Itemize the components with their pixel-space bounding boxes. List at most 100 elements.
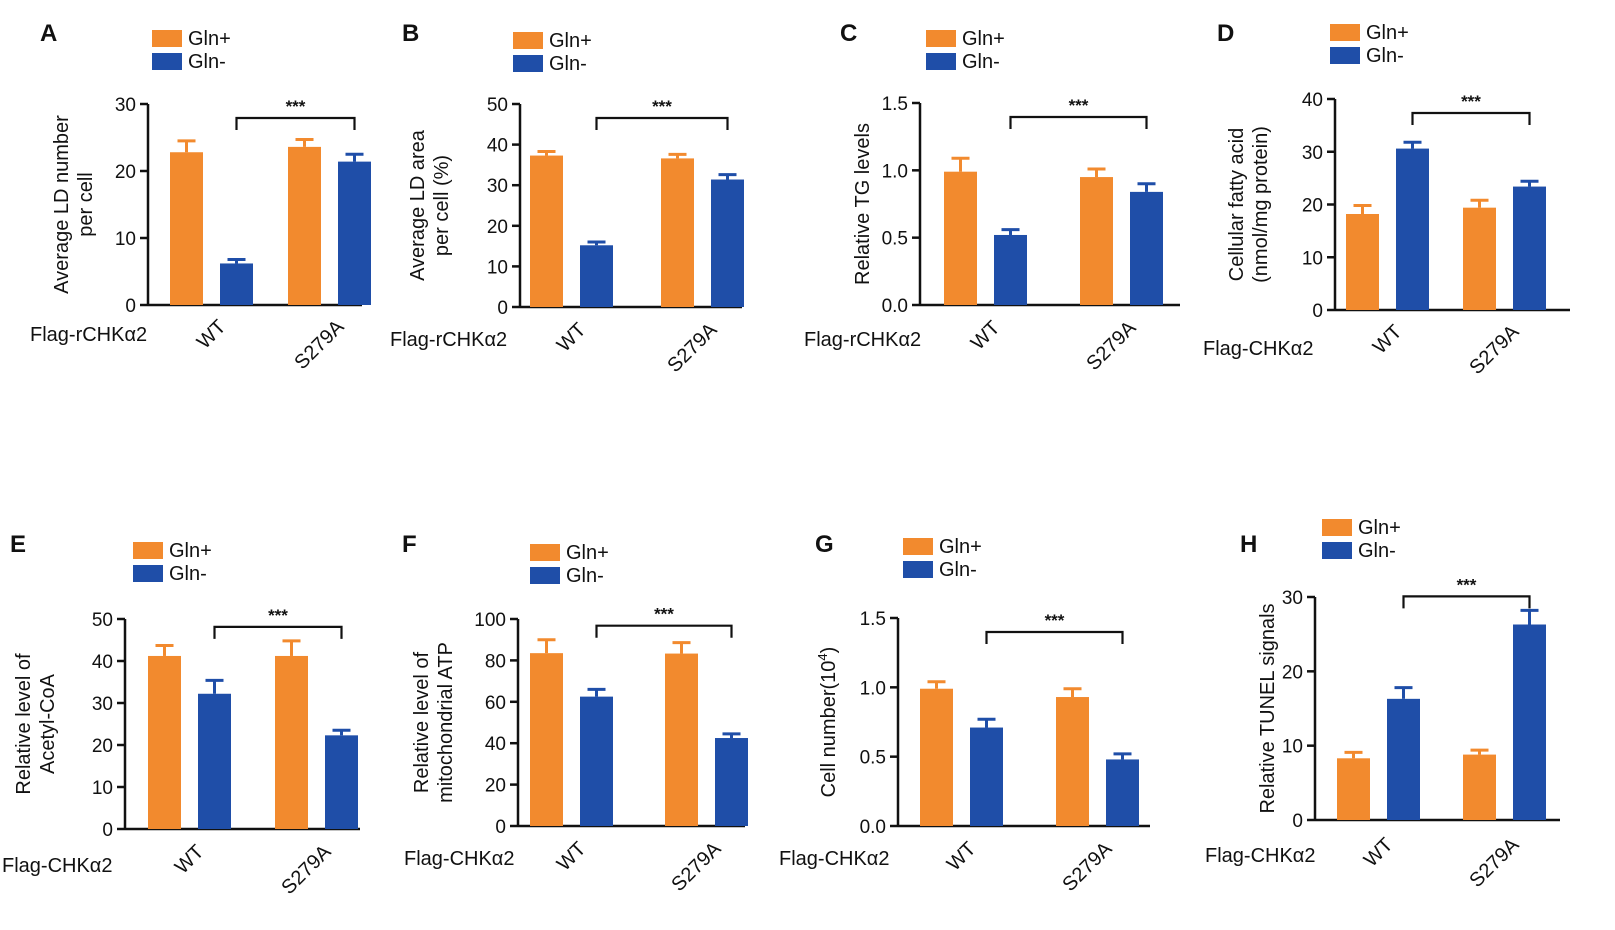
x-category-label: S279A	[1465, 320, 1523, 378]
x-category-label: WT	[1360, 834, 1398, 872]
y-tick-label: 10	[92, 778, 113, 799]
y-tick-label: 0	[125, 296, 136, 317]
legend-label-gln-minus: Gln-	[1358, 540, 1396, 562]
y-tick-label: 0.5	[882, 229, 908, 250]
y-tick-label: 30	[115, 95, 136, 116]
significance-label: ***	[1069, 96, 1089, 115]
x-category-label: S279A	[290, 315, 348, 373]
y-axis-label: Average LD number	[51, 115, 73, 294]
legend: Gln+Gln-	[1330, 22, 1409, 67]
y-tick-label: 40	[485, 734, 506, 755]
bar-gln-plus-s279a	[665, 653, 698, 826]
y-axis-label: Relative TUNEL signals	[1257, 603, 1279, 813]
panel-letter: E	[10, 531, 26, 558]
significance-label: ***	[268, 606, 288, 625]
y-axis-label: Acetyl-CoA	[37, 673, 59, 774]
significance-label: ***	[1461, 92, 1481, 111]
significance-bracket	[1009, 115, 1148, 129]
bar-gln-minus-s279a	[1513, 624, 1546, 820]
bar-gln-minus-wt	[220, 263, 253, 305]
legend-label-gln-plus: Gln+	[566, 542, 609, 564]
x-category-label: WT	[171, 841, 209, 879]
panel-a: A Gln+Gln- 0 10 20 30 Average LD number per cel…	[30, 20, 371, 374]
y-tick-label: 30	[1302, 143, 1323, 164]
legend-label-gln-plus: Gln+	[962, 28, 1005, 50]
bar-gln-plus-s279a	[1080, 177, 1113, 305]
y-tick-label: 0.0	[882, 296, 908, 317]
legend-label-gln-plus: Gln+	[549, 30, 592, 52]
bar-gln-minus-wt	[580, 696, 613, 826]
y-tick-label: 20	[115, 162, 136, 183]
y-tick-label: 60	[485, 693, 506, 714]
y-tick-label: 40	[487, 136, 508, 157]
x-category-label: WT	[553, 319, 591, 357]
y-tick-label: 0	[1292, 811, 1303, 832]
significance-bracket	[1402, 595, 1531, 609]
legend-swatch-gln-plus	[903, 538, 933, 555]
y-tick-label: 10	[487, 257, 508, 278]
significance-bracket	[1411, 111, 1531, 125]
significance-bracket	[595, 116, 729, 130]
panel-letter: D	[1217, 20, 1234, 47]
bar-gln-plus-s279a	[275, 655, 308, 829]
legend-swatch-gln-plus	[152, 30, 182, 47]
y-tick-label: 1.5	[882, 94, 908, 115]
legend-label-gln-plus: Gln+	[188, 28, 231, 50]
y-tick-label: 30	[92, 694, 113, 715]
x-category-label: S279A	[667, 837, 725, 895]
x-category-label: S279A	[277, 840, 335, 898]
y-tick-label: 10	[115, 229, 136, 250]
bar-gln-plus-s279a	[661, 158, 694, 307]
legend: Gln+Gln-	[133, 540, 212, 585]
y-tick-label: 1.0	[860, 678, 886, 699]
bar-gln-minus-wt	[1396, 148, 1429, 310]
y-axis-label: mitochondrial ATP	[435, 642, 457, 803]
legend-label-gln-minus: Gln-	[939, 559, 977, 581]
legend-swatch-gln-plus	[1322, 519, 1352, 536]
legend: Gln+Gln-	[926, 28, 1005, 73]
significance-label: ***	[1457, 575, 1477, 594]
panel-g: G Gln+Gln- 0.0 0.5 1.0 1.5 Cell number(104) WT S…	[779, 531, 1150, 896]
bar-gln-plus-wt	[920, 688, 953, 826]
panel-letter: C	[840, 20, 857, 47]
legend-swatch-gln-plus	[1330, 24, 1360, 41]
bar-gln-plus-wt	[530, 155, 563, 307]
y-tick-label: 20	[487, 217, 508, 238]
x-category-label: WT	[967, 317, 1005, 355]
y-tick-label: 20	[485, 776, 506, 797]
panel-d: D Gln+Gln- 0 10 20 30 40 Cellular fatty acid (nm…	[1203, 20, 1570, 379]
y-axis-label: Relative level of	[13, 653, 35, 795]
legend-swatch-gln-minus	[1330, 47, 1360, 64]
legend-swatch-gln-plus	[513, 32, 543, 49]
significance-label: ***	[652, 97, 672, 116]
bar-gln-plus-s279a	[1056, 697, 1089, 826]
legend-label-gln-minus: Gln-	[566, 565, 604, 587]
bar-gln-minus-wt	[198, 693, 231, 829]
y-tick-label: 30	[1282, 588, 1303, 609]
x-group-label: Flag-CHKα2	[2, 855, 112, 877]
x-group-label: Flag-CHKα2	[404, 848, 514, 870]
bar-gln-minus-s279a	[711, 179, 744, 307]
x-category-label: S279A	[1058, 837, 1116, 895]
bar-gln-minus-s279a	[715, 738, 748, 826]
panel-letter: G	[815, 531, 834, 558]
y-tick-label: 1.0	[882, 161, 908, 182]
bar-gln-plus-s279a	[1463, 207, 1496, 310]
bar-gln-plus-wt	[1346, 213, 1379, 310]
panel-letter: B	[402, 20, 419, 47]
y-tick-label: 10	[1282, 737, 1303, 758]
y-axis-label: Cellular fatty acid	[1226, 128, 1248, 281]
x-category-label: S279A	[663, 318, 721, 376]
bar-gln-plus-wt	[1337, 758, 1370, 820]
legend: Gln+Gln-	[1322, 517, 1401, 562]
legend-label-gln-plus: Gln+	[939, 536, 982, 558]
y-tick-label: 100	[474, 610, 506, 631]
bar-gln-plus-s279a	[1463, 754, 1496, 820]
y-axis-label: per cell	[75, 172, 97, 236]
legend-swatch-gln-minus	[530, 567, 560, 584]
legend-swatch-gln-plus	[926, 30, 956, 47]
y-tick-label: 50	[487, 95, 508, 116]
x-category-label: WT	[553, 838, 591, 876]
